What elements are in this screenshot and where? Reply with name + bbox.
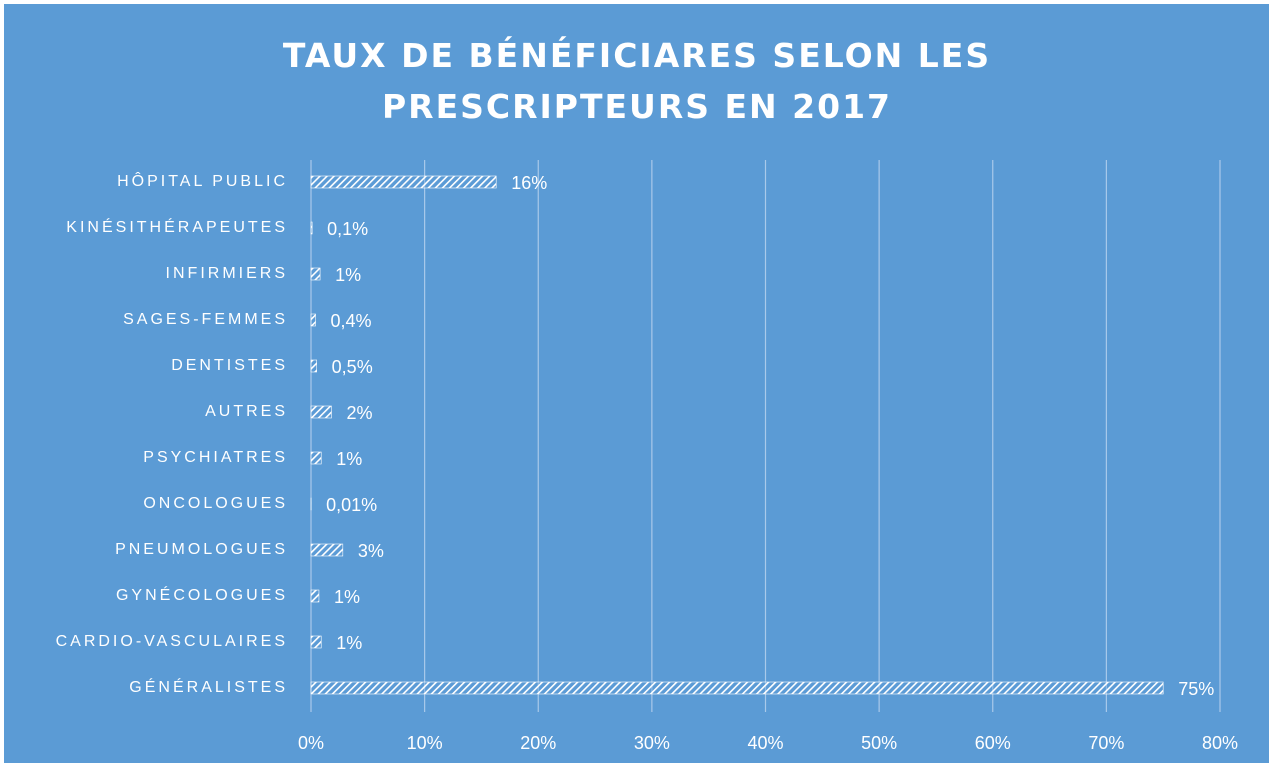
data-label: 0,01% [326, 495, 377, 515]
x-tick-label: 20% [520, 733, 556, 753]
y-tick-label: HÔPITAL PUBLIC [117, 171, 288, 190]
data-label: 1% [335, 265, 361, 285]
y-tick-label: GÉNÉRALISTES [129, 677, 288, 696]
bar [310, 543, 344, 557]
bar [310, 681, 1164, 695]
x-tick-label: 60% [975, 733, 1011, 753]
bar [310, 451, 322, 465]
data-label: 16% [511, 173, 547, 193]
y-tick-label: ONCOLOGUES [143, 495, 288, 512]
x-tick-label: 50% [861, 733, 897, 753]
x-tick-label: 30% [634, 733, 670, 753]
y-tick-label: INFIRMIERS [166, 265, 288, 282]
y-tick-label: CARDIO-VASCULAIRES [56, 633, 288, 650]
data-label: 1% [334, 587, 360, 607]
y-tick-label: AUTRES [205, 403, 288, 420]
bar [310, 267, 321, 281]
data-label: 0,1% [327, 219, 368, 239]
bar [310, 221, 313, 235]
y-tick-label: SAGES-FEMMES [123, 311, 288, 328]
bar [310, 405, 332, 419]
bar [310, 635, 322, 649]
bar [310, 175, 497, 189]
data-label: 1% [336, 449, 362, 469]
y-tick-label: PSYCHIATRES [143, 449, 288, 466]
data-label: 2% [346, 403, 372, 423]
x-tick-label: 10% [407, 733, 443, 753]
x-tick-label: 40% [747, 733, 783, 753]
y-tick-label: KINÉSITHÉRAPEUTES [66, 217, 288, 236]
data-label: 1% [336, 633, 362, 653]
bar [310, 589, 320, 603]
y-tick-label: GYNÉCOLOGUES [116, 585, 288, 604]
y-tick-label: DENTISTES [171, 357, 288, 374]
data-label: 3% [358, 541, 384, 561]
x-tick-label: 0% [298, 733, 324, 753]
data-label: 0,4% [331, 311, 372, 331]
x-tick-label: 70% [1088, 733, 1124, 753]
data-label: 0,5% [332, 357, 373, 377]
bar [310, 359, 317, 373]
data-label: 75% [1178, 679, 1214, 699]
chart-title: TAUX DE BÉNÉFICIARES SELON LES PRESCRIPT… [282, 36, 992, 126]
y-tick-label: PNEUMOLOGUES [115, 541, 288, 558]
bar [310, 313, 316, 327]
x-tick-label: 80% [1202, 733, 1238, 753]
chart-area [4, 4, 1269, 763]
